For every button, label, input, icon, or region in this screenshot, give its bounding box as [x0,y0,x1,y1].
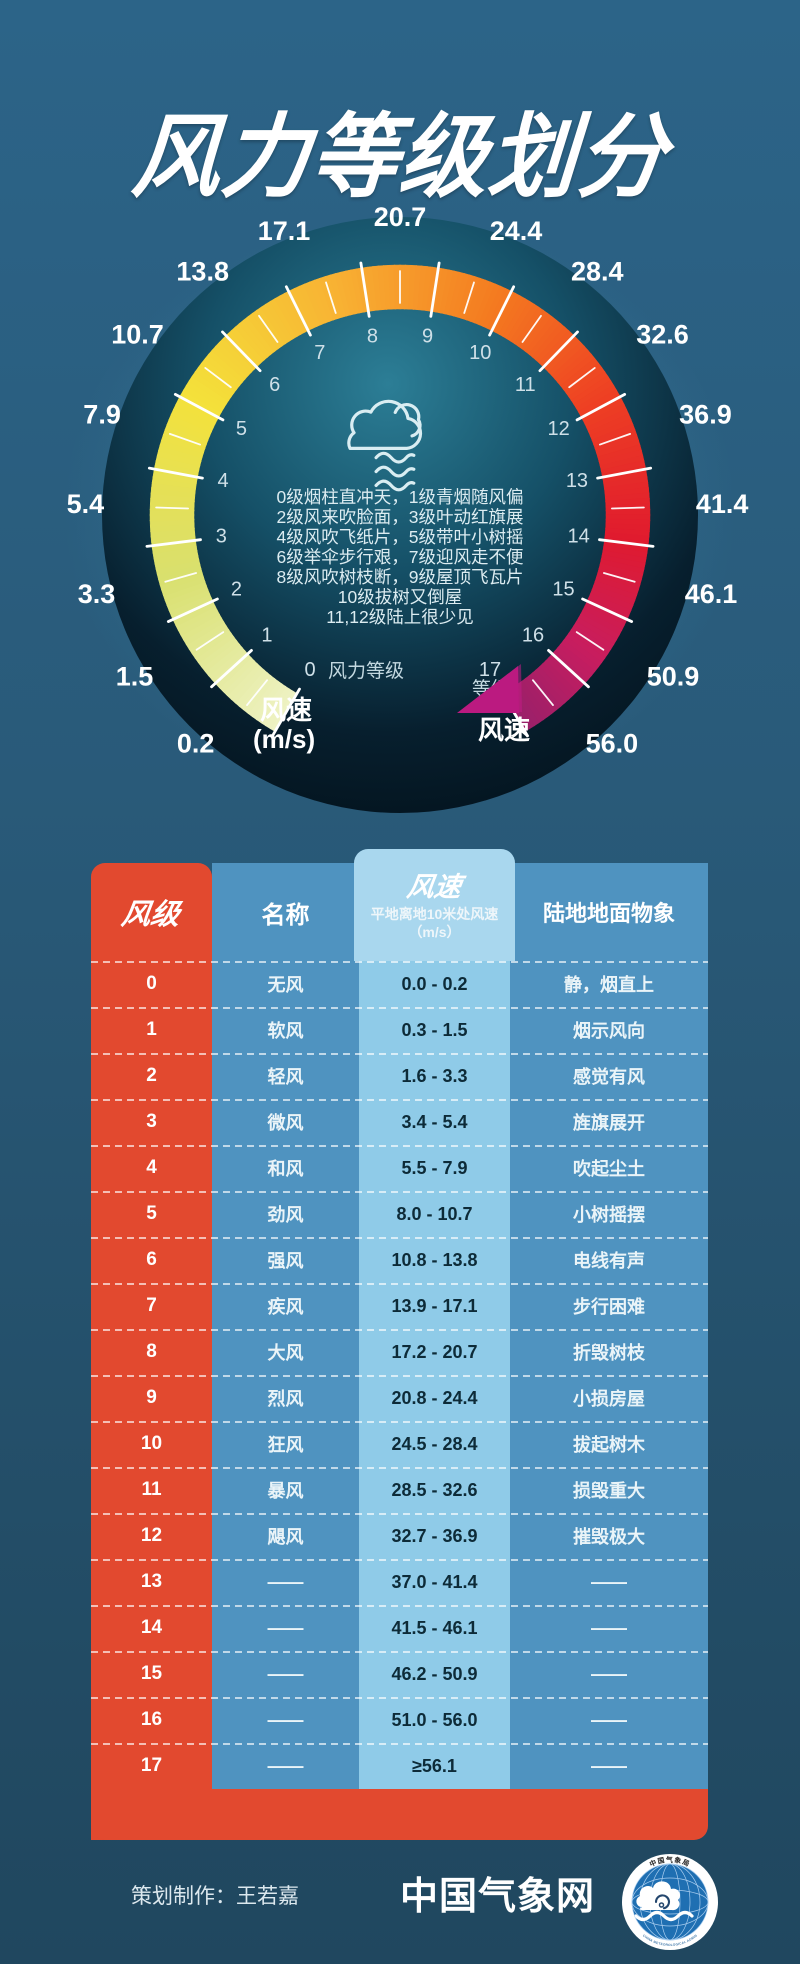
svg-text:(m/s): (m/s) [253,724,315,754]
svg-text:2: 2 [231,579,242,601]
svg-text:28.4: 28.4 [571,257,624,287]
svg-text:10: 10 [469,342,491,364]
svg-text:0级烟柱直冲天，1级青烟随风偏: 0级烟柱直冲天，1级青烟随风偏 [277,487,524,507]
svg-text:风速: 风速 [260,695,312,725]
svg-text:13.8: 13.8 [176,257,229,287]
svg-text:41.4: 41.4 [696,489,749,519]
svg-text:3: 3 [216,525,227,547]
svg-text:0: 0 [304,659,315,681]
svg-text:4: 4 [217,470,228,492]
svg-text:20.7: 20.7 [374,202,427,232]
svg-text:56.0: 56.0 [586,729,639,759]
svg-text:8级风吹树枝断，9级屋顶飞瓦片: 8级风吹树枝断，9级屋顶飞瓦片 [277,567,524,587]
svg-text:24.4: 24.4 [490,216,543,246]
svg-text:6级举伞步行艰，7级迎风走不便: 6级举伞步行艰，7级迎风走不便 [277,547,524,567]
svg-text:10级拔树又倒屋: 10级拔树又倒屋 [338,587,462,607]
svg-text:9: 9 [422,325,433,347]
svg-text:14: 14 [568,525,590,547]
svg-text:32.6: 32.6 [636,320,689,350]
svg-text:36.9: 36.9 [679,400,732,430]
svg-text:1: 1 [261,625,272,647]
svg-text:2级风来吹脸面，3级叶动红旗展: 2级风来吹脸面，3级叶动红旗展 [277,507,524,527]
svg-text:1.5: 1.5 [116,662,154,692]
svg-text:46.1: 46.1 [685,579,738,609]
svg-text:3.3: 3.3 [78,579,116,609]
svg-text:17.1: 17.1 [258,216,311,246]
svg-text:0.2: 0.2 [177,729,215,759]
svg-text:11,12级陆上很少见: 11,12级陆上很少见 [326,607,474,627]
svg-text:风速: 风速 [478,715,530,745]
svg-text:7: 7 [314,342,325,364]
svg-text:风力等级: 风力等级 [328,660,404,682]
svg-text:50.9: 50.9 [647,662,700,692]
svg-text:8: 8 [367,325,378,347]
svg-text:5.4: 5.4 [67,489,105,519]
svg-text:16: 16 [522,625,544,647]
svg-text:13: 13 [566,470,588,492]
svg-text:7.9: 7.9 [83,400,121,430]
svg-text:12: 12 [547,418,569,440]
svg-text:6: 6 [269,374,280,396]
svg-text:4级风吹飞纸片，5级带叶小树摇: 4级风吹飞纸片，5级带叶小树摇 [277,527,524,547]
svg-text:17: 17 [479,659,501,681]
svg-text:11: 11 [515,374,536,396]
svg-text:5: 5 [236,418,247,440]
svg-text:10.7: 10.7 [111,320,164,350]
svg-text:15: 15 [552,579,574,601]
